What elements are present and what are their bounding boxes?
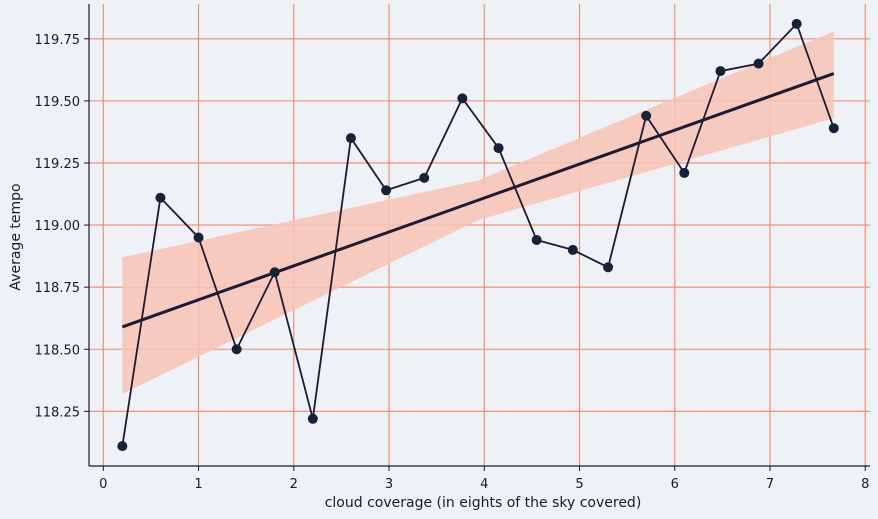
confidence-band (122, 31, 834, 394)
data-point (193, 232, 204, 243)
data-point (715, 66, 726, 77)
x-tick-label: 4 (480, 477, 488, 492)
data-series (117, 18, 839, 452)
regression-line (121, 72, 835, 329)
data-point (493, 143, 504, 154)
y-tick-label: 118.75 (35, 281, 81, 296)
data-point (345, 133, 356, 144)
data-point (419, 172, 430, 183)
y-tick-label: 119.00 (35, 219, 81, 234)
data-point (307, 413, 318, 424)
y-tick-label: 118.50 (35, 343, 81, 358)
y-axis-label: Average tempo (8, 183, 24, 290)
axes (88, 4, 870, 467)
x-tick-label: 7 (766, 477, 774, 492)
y-tick-label: 119.25 (35, 157, 81, 172)
x-tick-label: 5 (575, 477, 583, 492)
y-tick-label: 119.75 (35, 33, 81, 48)
data-point (381, 185, 392, 196)
data-point (231, 344, 242, 355)
y-tick-label: 119.50 (35, 95, 81, 110)
x-tick-label: 1 (194, 477, 202, 492)
data-point (679, 167, 690, 178)
y-tick-label: 118.25 (35, 405, 81, 420)
tick-labels: 0 1 2 3 4 5 6 7 8 118.25 118.50 118.75 119.00 119.25 1… (35, 33, 870, 492)
data-point (457, 93, 468, 104)
x-tick-label: 3 (385, 477, 393, 492)
data-point (155, 192, 166, 203)
x-tick-label: 6 (671, 477, 679, 492)
confidence-band-area (122, 31, 834, 394)
data-point (531, 234, 542, 245)
data-point (269, 267, 280, 278)
data-point (117, 441, 128, 452)
x-tick-label: 2 (290, 477, 298, 492)
data-point (828, 123, 839, 134)
regression-line-path (121, 72, 835, 329)
series-line (121, 22, 835, 447)
data-point (567, 244, 578, 255)
x-tick-label: 8 (861, 477, 869, 492)
data-point (603, 262, 614, 273)
x-axis-label: cloud coverage (in eights of the sky cov… (325, 495, 642, 511)
data-point (753, 58, 764, 69)
data-point (641, 110, 652, 121)
data-point (791, 18, 802, 29)
x-tick-label: 0 (99, 477, 107, 492)
